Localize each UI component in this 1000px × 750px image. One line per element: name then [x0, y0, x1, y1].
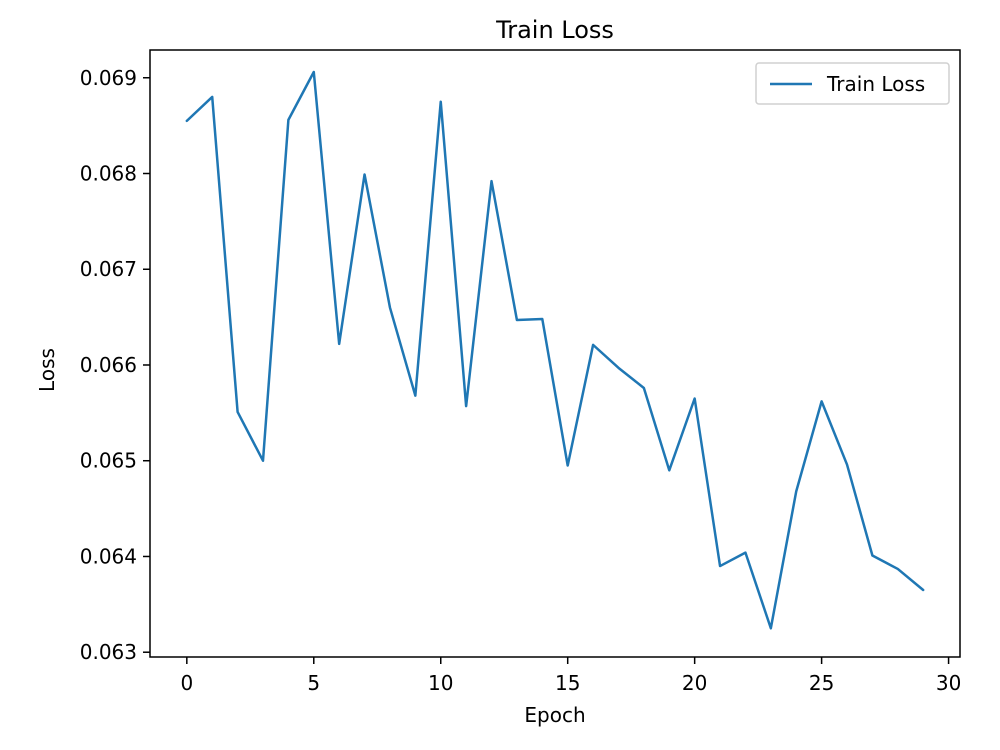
data-point — [286, 118, 290, 122]
y-tick-label: 0.066 — [80, 353, 137, 377]
legend-label-train-loss: Train Loss — [826, 72, 925, 96]
data-point — [185, 119, 189, 123]
data-point — [616, 366, 620, 370]
data-point — [236, 410, 240, 414]
data-point — [693, 396, 697, 400]
legend-box — [755, 62, 950, 105]
data-point — [312, 70, 316, 74]
y-tick-label: 0.064 — [80, 544, 137, 568]
x-tick-label: 0 — [180, 671, 193, 695]
y-tick-label: 0.065 — [80, 449, 137, 473]
data-point — [490, 179, 494, 183]
x-tick-label: 30 — [936, 671, 961, 695]
data-point — [642, 386, 646, 390]
series-line-train-loss — [185, 70, 925, 630]
data-point — [515, 318, 519, 322]
y-tick-label: 0.068 — [80, 162, 137, 186]
data-point — [769, 626, 773, 630]
data-point — [794, 489, 798, 493]
data-point — [540, 317, 544, 321]
y-tick-label: 0.067 — [80, 257, 137, 281]
legend: Train Loss — [755, 62, 950, 105]
x-axis-label: Epoch — [524, 703, 585, 727]
data-point — [820, 399, 824, 403]
data-point — [413, 394, 417, 398]
data-point — [566, 464, 570, 468]
x-tick-label: 15 — [555, 671, 580, 695]
data-point — [591, 343, 595, 347]
data-point — [845, 463, 849, 467]
chart-title: Train Loss — [495, 16, 614, 44]
data-point — [210, 95, 214, 99]
data-point — [743, 551, 747, 555]
data-point — [261, 459, 265, 463]
plot-area-frame — [149, 49, 961, 658]
data-point — [921, 588, 925, 592]
y-axis-label: Loss — [35, 348, 59, 392]
x-tick-label: 10 — [428, 671, 453, 695]
data-point — [363, 172, 367, 176]
data-point — [439, 100, 443, 104]
y-tick-label: 0.063 — [80, 640, 137, 664]
y-tick-label: 0.069 — [80, 66, 137, 90]
data-point — [896, 567, 900, 571]
x-tick-label: 5 — [307, 671, 320, 695]
data-point — [718, 564, 722, 568]
data-point — [667, 468, 671, 472]
data-point — [870, 554, 874, 558]
x-tick-label: 20 — [682, 671, 707, 695]
data-point — [388, 306, 392, 310]
x-tick-label: 25 — [809, 671, 834, 695]
data-point — [337, 342, 341, 346]
data-point — [464, 404, 468, 408]
